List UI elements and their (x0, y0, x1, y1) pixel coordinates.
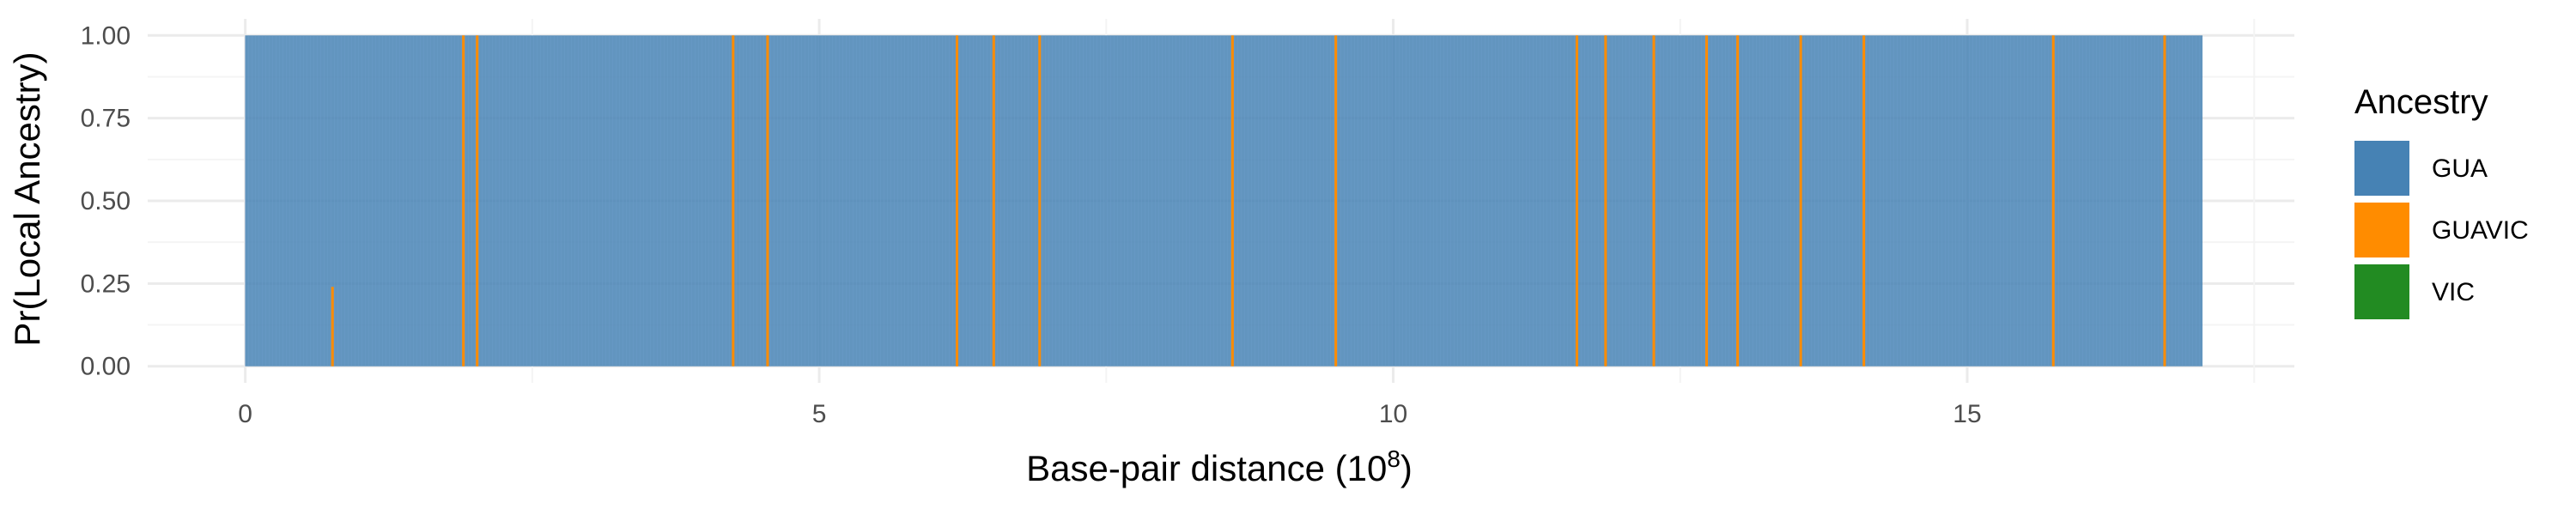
bar-guavic (462, 35, 465, 367)
bar-guavic (331, 287, 334, 367)
y-tick-labels: 0.00 0.25 0.50 0.75 1.00 (81, 21, 131, 380)
x-axis-title: Base-pair distance (108) (1026, 445, 1413, 488)
y-tick-label: 0.00 (81, 353, 131, 381)
x-tick-label: 0 (238, 400, 252, 428)
bar-guavic (766, 35, 769, 367)
legend-label: GUAVIC (2432, 216, 2529, 245)
bar-guavic (1652, 35, 1656, 367)
legend-title: Ancestry (2354, 83, 2488, 121)
y-tick-label: 0.50 (81, 187, 131, 215)
legend-key (2354, 264, 2409, 319)
bar-guavic (956, 35, 959, 367)
bar-guavic (1575, 35, 1578, 367)
y-axis-title: Pr(Local Ancestry) (7, 52, 47, 346)
legend-key (2354, 141, 2409, 196)
bar-guavic (1862, 35, 1866, 367)
bar-guavic (1230, 35, 1234, 367)
bar-guavic (1736, 35, 1740, 367)
x-tick-label: 15 (1953, 400, 1981, 428)
legend-key (2354, 203, 2409, 258)
legend-label: VIC (2432, 278, 2475, 306)
bars-layer (245, 35, 2203, 367)
x-tick-labels: 0 5 10 15 (238, 400, 1981, 428)
x-tick-label: 5 (812, 400, 827, 428)
x-tick-label: 10 (1379, 400, 1407, 428)
legend-label: GUA (2432, 154, 2488, 183)
bar-guavic (1604, 35, 1607, 367)
bar-guavic (1038, 35, 1042, 367)
y-tick-label: 0.25 (81, 270, 131, 298)
bar-guavic (992, 35, 995, 367)
bar-guavic (2163, 35, 2166, 367)
bar-guavic (2051, 35, 2055, 367)
y-tick-label: 0.75 (81, 105, 131, 133)
bar-guavic (1334, 35, 1338, 367)
bar-guavic (1799, 35, 1802, 367)
legend-items: GUA GUAVIC VIC (2354, 141, 2529, 319)
y-tick-label: 1.00 (81, 21, 131, 50)
bar-guavic (1705, 35, 1709, 367)
legend: Ancestry GUA GUAVIC VIC (2354, 83, 2529, 319)
bar-guavic (732, 35, 735, 367)
bar-guavic (476, 35, 479, 367)
